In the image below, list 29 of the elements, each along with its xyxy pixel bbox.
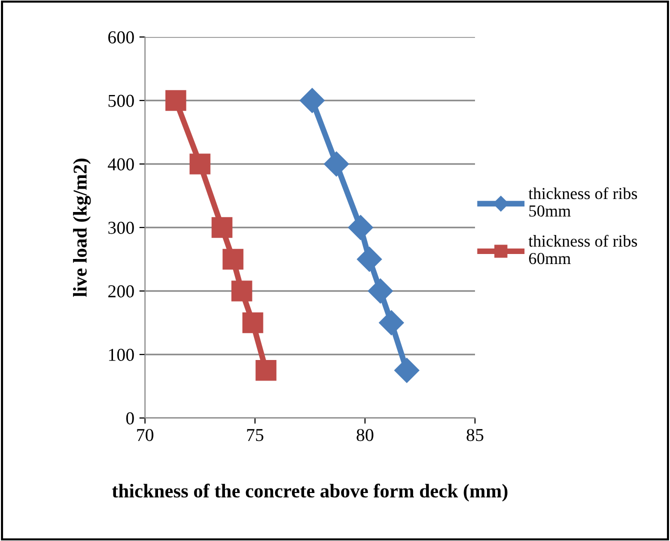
y-tick-label: 400 xyxy=(108,158,134,170)
point xyxy=(231,280,252,302)
point xyxy=(165,90,186,111)
x-tick-label: 85 xyxy=(466,428,484,442)
point xyxy=(368,278,393,304)
x-axis-title: thickness of the concrete above form deck (mm) xyxy=(112,484,508,502)
y-tick-label: 600 xyxy=(108,31,134,44)
y-tick-label: 100 xyxy=(109,348,134,361)
point xyxy=(348,215,374,240)
x-tick-label: 70 xyxy=(137,428,154,442)
point xyxy=(324,152,349,176)
point xyxy=(190,154,210,174)
point xyxy=(300,88,325,113)
x-tick-label: 80 xyxy=(356,428,374,442)
point xyxy=(378,310,404,336)
point xyxy=(394,358,420,383)
legend-label: thickness of ribs 60mm xyxy=(528,234,638,264)
y-tick-label: 0 xyxy=(126,412,134,424)
point xyxy=(256,360,276,381)
point xyxy=(212,217,232,238)
point xyxy=(242,312,264,334)
y-tick-label: 200 xyxy=(108,285,134,298)
y-tick-label: 300 xyxy=(108,222,134,234)
point xyxy=(222,248,244,270)
point xyxy=(356,246,382,272)
legend-label: thickness of ribs 50mm xyxy=(528,187,638,217)
y-axis-title: live load (kg/m2) xyxy=(73,158,91,297)
y-tick-label: 500 xyxy=(108,94,134,107)
x-tick-label: 75 xyxy=(247,429,264,442)
